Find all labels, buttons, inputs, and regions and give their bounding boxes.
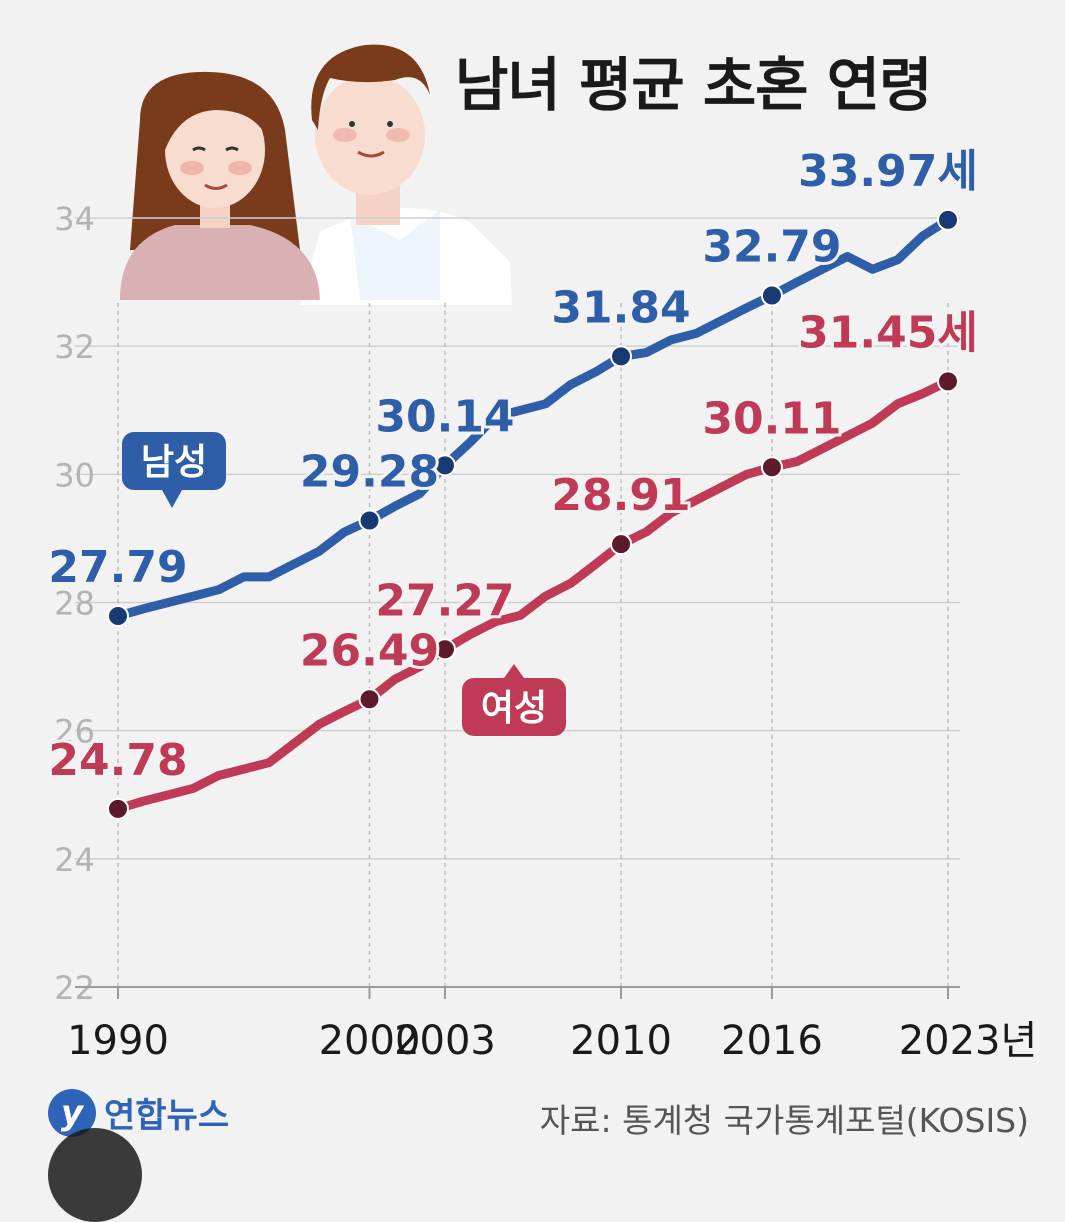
data-label: 30.11	[702, 393, 841, 444]
data-point	[433, 454, 456, 477]
legend-label: 남성	[141, 442, 207, 483]
data-label: 26.49	[300, 625, 439, 676]
y-tick-label: 32	[54, 328, 95, 366]
data-point	[610, 533, 633, 556]
y-tick-label: 28	[54, 585, 95, 623]
series-layer	[107, 208, 959, 820]
x-tick-label: 2023년	[899, 1018, 1038, 1064]
yonhap-logo-icon: y	[48, 1088, 96, 1137]
data-label: 27.27	[375, 575, 514, 626]
couple-illustration	[120, 44, 512, 305]
legend-bubble	[462, 678, 566, 736]
x-tick-label: 2000	[319, 1018, 421, 1064]
legend-bubble	[122, 432, 226, 490]
data-point	[937, 208, 959, 231]
data-label: 31.45세	[798, 307, 978, 358]
chart-title: 남녀 평균 초혼 연령	[455, 51, 932, 119]
legend-label: 여성	[481, 688, 547, 729]
data-label: 32.79	[702, 222, 841, 273]
data-label: 28.91	[551, 470, 690, 521]
y-tick-label: 34	[54, 200, 95, 238]
series-line-female	[113, 376, 953, 814]
data-point	[107, 797, 129, 820]
data-point	[358, 509, 381, 532]
x-tick-label: 1990	[67, 1018, 169, 1064]
legend-bubble-tail	[504, 664, 524, 678]
man-illustration	[300, 44, 512, 305]
y-tick-label: 26	[54, 713, 95, 751]
data-label: 29.28	[300, 446, 439, 497]
data-label: 24.78	[48, 735, 187, 786]
x-tick-label: 2016	[721, 1018, 823, 1064]
data-point	[358, 688, 381, 711]
corner-overlay	[48, 1128, 142, 1222]
x-tick-label: 2003	[394, 1018, 496, 1064]
legend-bubble-tail	[162, 490, 182, 508]
y-tick-label: 30	[54, 456, 95, 494]
logo-text: 연합뉴스	[104, 1096, 230, 1136]
data-point	[433, 638, 456, 661]
y-tick-label: 24	[54, 841, 95, 879]
data-point	[937, 370, 959, 393]
data-point	[760, 456, 783, 479]
series-line-male	[113, 215, 953, 621]
yonhap-logo: y 연합뉴스	[48, 1088, 229, 1137]
data-label: 30.14	[375, 391, 514, 442]
data-point	[760, 284, 783, 307]
data-label: 33.97세	[798, 146, 978, 197]
source-note: 자료: 통계청 국가통계포털(KOSIS)	[539, 1101, 1029, 1140]
data-point	[610, 345, 633, 368]
data-point	[107, 604, 129, 627]
woman-illustration	[120, 71, 320, 300]
data-label: 27.79	[48, 542, 187, 593]
data-label: 31.84	[551, 282, 690, 333]
x-tick-label: 2010	[570, 1018, 672, 1064]
